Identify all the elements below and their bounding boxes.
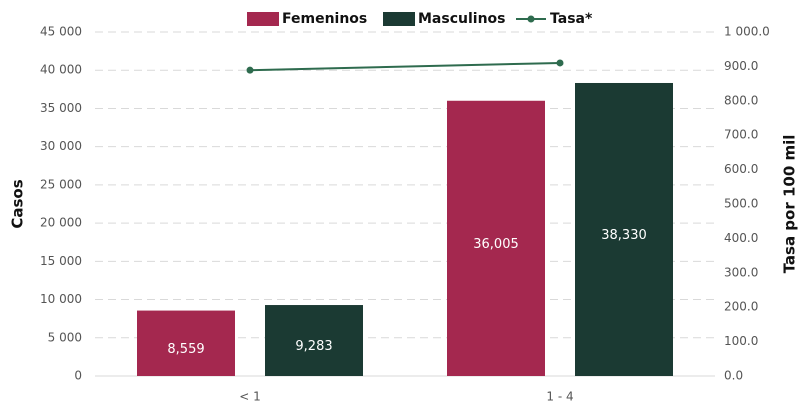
legend-swatch xyxy=(383,12,415,26)
y-tick-label: 35 000 xyxy=(40,101,82,115)
y-tick-label: 30 000 xyxy=(40,139,82,153)
data-label: 8,559 xyxy=(167,342,204,357)
y-tick-label: 5 000 xyxy=(48,330,82,344)
bar xyxy=(265,305,363,376)
y2-tick-label: 100.0 xyxy=(724,334,758,348)
y2-tick-label: 300.0 xyxy=(724,265,758,279)
line-point xyxy=(246,66,254,74)
x-tick-label: < 1 xyxy=(239,390,261,402)
legend-label: Femeninos xyxy=(282,11,367,27)
y2-tick-label: 800.0 xyxy=(724,93,758,107)
y-tick-label: 10 000 xyxy=(40,292,82,306)
y2-tick-label: 0.0 xyxy=(724,369,743,383)
legend-swatch xyxy=(247,12,279,26)
y2-tick-label: 1 000.0 xyxy=(724,25,770,39)
bar xyxy=(447,100,545,376)
y2-tick-label: 900.0 xyxy=(724,59,758,73)
line-point xyxy=(556,59,564,67)
data-label: 38,330 xyxy=(601,228,647,243)
y-tick-label: 25 000 xyxy=(40,177,82,191)
data-label: 9,283 xyxy=(295,339,332,354)
legend-marker xyxy=(527,15,535,23)
y-tick-label: 45 000 xyxy=(40,25,82,39)
bar xyxy=(575,82,673,377)
y-axis-title: Casos xyxy=(9,179,27,228)
y2-tick-label: 400.0 xyxy=(724,231,758,245)
y2-tick-label: 700.0 xyxy=(724,128,758,142)
x-tick-label: 1 - 4 xyxy=(546,390,573,402)
legend-label: Masculinos xyxy=(418,11,506,27)
y-tick-label: 40 000 xyxy=(40,63,82,77)
y2-tick-label: 200.0 xyxy=(724,300,758,314)
line xyxy=(249,61,561,72)
y-tick-label: 15 000 xyxy=(40,254,82,268)
y2-tick-label: 600.0 xyxy=(724,162,758,176)
legend-label: Tasa* xyxy=(550,11,593,27)
y-tick-label: 20 000 xyxy=(40,216,82,230)
y-tick-label: 0 xyxy=(74,369,82,383)
y2-axis-title: Tasa por 100 mil xyxy=(781,135,799,274)
bar xyxy=(137,310,235,376)
y2-tick-label: 500.0 xyxy=(724,197,758,211)
data-label: 36,005 xyxy=(473,237,519,252)
